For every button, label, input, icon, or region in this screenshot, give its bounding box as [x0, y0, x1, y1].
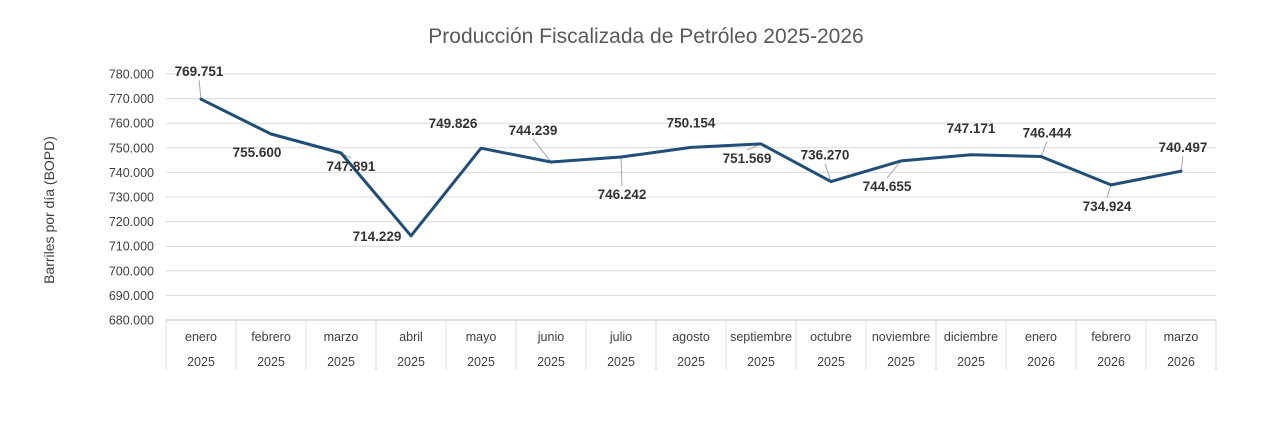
y-tick-label: 770.000: [109, 92, 154, 106]
y-axis-label: Barriles por día (BOPD): [41, 136, 57, 284]
x-tick-label-year: 2025: [817, 355, 845, 369]
leader-line: [1040, 141, 1048, 157]
data-label: 736.270: [801, 148, 850, 163]
y-tick-label: 690.000: [109, 289, 154, 303]
x-tick-label-year: 2025: [327, 355, 355, 369]
x-tick-label-year: 2025: [467, 355, 495, 369]
data-label: 749.826: [429, 116, 478, 131]
y-tick-label: 730.000: [109, 191, 154, 205]
data-label: 744.655: [863, 179, 912, 194]
y-tick-label: 680.000: [109, 314, 154, 328]
leader-line: [824, 163, 832, 182]
x-tick-label-year: 2025: [747, 355, 775, 369]
x-tick-label-month: agosto: [672, 330, 710, 344]
y-tick-label: 740.000: [109, 166, 154, 180]
data-label: 750.154: [667, 115, 716, 130]
y-tick-label: 760.000: [109, 117, 154, 131]
y-tick-label: 780.000: [109, 68, 154, 82]
x-tick-label-month: febrero: [1091, 330, 1131, 344]
chart-title: Producción Fiscalizada de Petróleo 2025-…: [428, 25, 863, 48]
data-label: 755.600: [233, 145, 282, 160]
x-tick-label-month: octubre: [810, 330, 852, 344]
leader-line: [1106, 184, 1112, 199]
x-tick-label-year: 2025: [887, 355, 915, 369]
x-tick-label-month: septiembre: [730, 330, 792, 344]
y-tick-label: 710.000: [109, 240, 154, 254]
x-tick-label-year: 2025: [397, 355, 425, 369]
x-tick-label-year: 2025: [607, 355, 635, 369]
leader-line: [1180, 156, 1184, 172]
x-tick-label-month: marzo: [324, 330, 359, 344]
x-tick-label-month: enero: [185, 330, 217, 344]
gridlines: [166, 73, 1216, 321]
y-tick-label: 720.000: [109, 215, 154, 229]
data-label: 740.497: [1159, 140, 1208, 155]
leader-line: [620, 157, 623, 187]
data-label: 769.751: [175, 64, 224, 79]
data-label: 751.569: [723, 151, 772, 166]
x-tick-label-year: 2025: [957, 355, 985, 369]
x-tick-label-month: abril: [399, 330, 423, 344]
data-label: 714.229: [353, 229, 402, 244]
data-label: 747.171: [947, 121, 996, 136]
y-axis-ticks: 680.000 690.000 700.000 710.000 720.000 730.0…: [109, 68, 154, 328]
x-tick-label-month: junio: [537, 330, 564, 344]
x-tick-label-month: marzo: [1164, 330, 1199, 344]
x-tick-label-year: 2026: [1097, 355, 1125, 369]
x-tick-label-year: 2025: [677, 355, 705, 369]
x-tick-label-month: noviembre: [872, 330, 930, 344]
x-tick-label-year: 2025: [187, 355, 215, 369]
data-labels: 769.751 755.600 747.891 714.229 749.826 744.2…: [175, 64, 1208, 244]
data-label: 734.924: [1083, 199, 1132, 214]
x-tick-label-month: febrero: [251, 330, 291, 344]
leader-line: [532, 138, 552, 163]
leader-line: [198, 80, 202, 100]
data-label: 746.242: [598, 187, 647, 202]
data-label: 747.891: [327, 159, 376, 174]
x-tick-label-month: mayo: [466, 330, 497, 344]
data-label: 744.239: [509, 123, 558, 138]
leader-line: [886, 160, 902, 179]
data-label: 746.444: [1023, 126, 1072, 141]
x-axis: enero 2025 febrero 2025 marzo 2025 abril 2025 ma…: [165, 320, 1217, 370]
x-tick-label-year: 2026: [1167, 355, 1195, 369]
y-tick-label: 750.000: [109, 141, 154, 155]
x-tick-label-year: 2025: [537, 355, 565, 369]
y-tick-label: 700.000: [109, 264, 154, 278]
x-tick-label-year: 2026: [1027, 355, 1055, 369]
x-tick-label-month: julio: [609, 330, 632, 344]
x-tick-label-month: diciembre: [944, 330, 998, 344]
x-tick-label-year: 2025: [257, 355, 285, 369]
label-leader-lines: [198, 80, 1184, 199]
x-tick-label-month: enero: [1025, 330, 1057, 344]
series-line: [199, 97, 1183, 238]
